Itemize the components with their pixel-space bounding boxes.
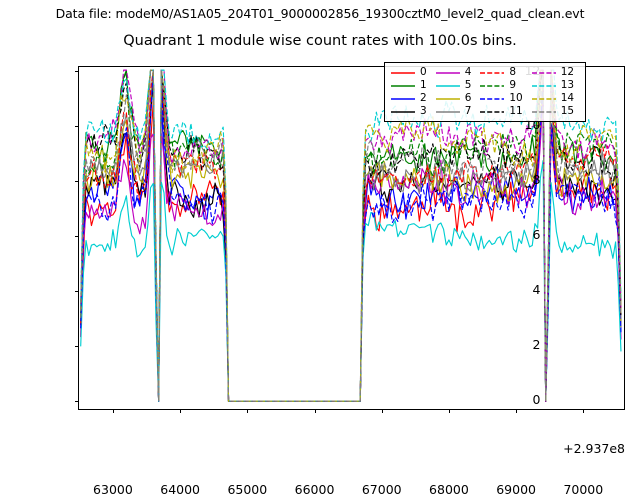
legend-label: 3	[420, 105, 427, 118]
legend-table: 0 4 8 12 1 5 9 13 2 6 10 14 3 7 11 15	[389, 66, 581, 118]
line-series-canvas	[80, 69, 622, 402]
legend-line-icon-8	[480, 71, 505, 74]
legend-line-icon-0	[391, 71, 415, 74]
y-tick-label: 0	[532, 392, 541, 408]
y-tick-mark	[74, 236, 78, 238]
y-tick-label: 6	[532, 227, 541, 243]
plot-title: Quadrant 1 module wise count rates with …	[123, 33, 517, 49]
y-tick-label: 4	[532, 282, 541, 298]
x-tick-mark	[448, 409, 450, 413]
x-tick-mark	[516, 409, 518, 413]
x-tick-mark	[314, 409, 316, 413]
legend-line-icon-7	[435, 110, 460, 113]
legend-line-icon-13	[531, 84, 556, 87]
legend-swatch	[530, 92, 558, 105]
legend-line-icon-4	[435, 71, 460, 74]
legend-label: 13	[560, 79, 575, 92]
y-tick-label: 2	[532, 337, 541, 353]
legend-swatch	[434, 92, 462, 105]
legend-swatch	[389, 92, 417, 105]
legend-swatch	[434, 105, 462, 118]
x-tick-mark	[381, 409, 383, 413]
x-tick-label: 70000	[563, 482, 604, 497]
legend-line-icon-3	[391, 110, 415, 113]
y-tick-label: 8	[532, 172, 541, 188]
axis-spine-right	[624, 66, 625, 410]
legend-swatch	[434, 79, 462, 92]
legend-label: 11	[509, 105, 523, 118]
x-tick-mark	[583, 409, 585, 413]
legend-swatch	[530, 66, 558, 79]
y-tick-mark	[74, 346, 78, 348]
axis-spine-bottom	[78, 409, 625, 410]
legend-line-icon-2	[391, 97, 415, 100]
legend-line-icon-15	[531, 110, 556, 113]
axis-spine-left	[78, 66, 79, 410]
legend-label: 1	[420, 79, 427, 92]
legend-label: 0	[420, 66, 427, 79]
legend-row: 0 4 8 12	[389, 66, 581, 79]
x-tick-mark	[180, 409, 182, 413]
legend-line-icon-12	[531, 71, 556, 74]
y-tick-mark	[74, 71, 78, 73]
legend-label: 2	[420, 92, 427, 105]
legend-label: 15	[560, 105, 575, 118]
legend-swatch	[389, 79, 417, 92]
legend-line-icon-11	[480, 110, 505, 113]
legend-line-icon-9	[480, 84, 505, 87]
legend-swatch	[478, 92, 506, 105]
y-tick-mark	[74, 126, 78, 128]
series-legend[interactable]: 0 4 8 12 1 5 9 13 2 6 10 14 3 7 11 15	[384, 62, 587, 122]
data-file-suptitle: Data file: modeM0/AS1A05_204T01_90000028…	[55, 6, 585, 21]
plot-axes: 0246810126300064000650006600067000680006…	[74, 62, 625, 496]
legend-label: 12	[560, 66, 575, 79]
legend-line-icon-6	[435, 97, 460, 100]
legend-swatch	[389, 105, 417, 118]
series-line-15	[80, 69, 622, 402]
legend-line-icon-14	[531, 97, 556, 100]
x-tick-mark	[247, 409, 249, 413]
legend-swatch	[530, 79, 558, 92]
legend-line-icon-10	[480, 97, 505, 100]
legend-label: 8	[509, 66, 517, 79]
legend-label: 14	[560, 92, 575, 105]
legend-label: 6	[464, 92, 472, 105]
legend-row: 3 7 11 15	[389, 105, 581, 118]
legend-swatch	[530, 105, 558, 118]
legend-label: 4	[464, 66, 472, 79]
legend-swatch	[434, 66, 462, 79]
x-axis-offset-text: +2.937e8	[563, 441, 625, 456]
y-tick-mark	[74, 181, 78, 183]
legend-label: 7	[464, 105, 472, 118]
legend-swatch	[478, 66, 506, 79]
legend-label: 5	[464, 79, 472, 92]
legend-line-icon-1	[391, 84, 415, 87]
y-tick-mark	[74, 401, 78, 403]
x-tick-mark	[112, 409, 114, 413]
legend-row: 1 5 9 13	[389, 79, 581, 92]
legend-row: 2 6 10 14	[389, 92, 581, 105]
legend-swatch	[389, 66, 417, 79]
series-line-5	[80, 160, 622, 402]
y-tick-mark	[74, 291, 78, 293]
legend-line-icon-5	[435, 84, 460, 87]
legend-label: 10	[509, 92, 523, 105]
axis-spine-top	[78, 66, 625, 67]
legend-swatch	[478, 105, 506, 118]
matplotlib-figure: Data file: modeM0/AS1A05_204T01_90000028…	[55, 6, 625, 496]
legend-label: 9	[509, 79, 517, 92]
legend-swatch	[478, 79, 506, 92]
